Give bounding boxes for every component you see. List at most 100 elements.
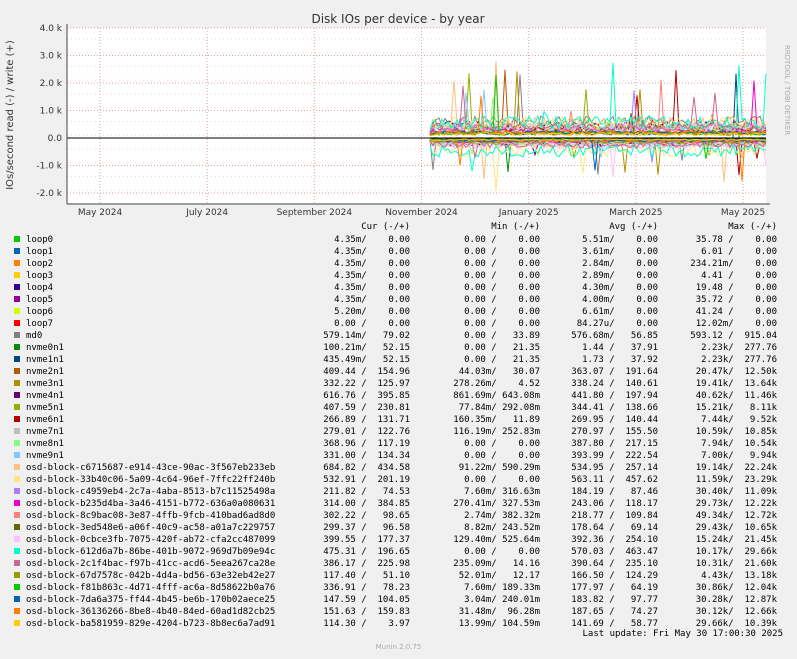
legend-value-avg: 218.77 / 109.84 bbox=[571, 511, 658, 521]
legend-series-name: loop3 bbox=[26, 271, 54, 281]
x-tick-label: May 2024 bbox=[78, 208, 123, 218]
legend-value-min: 0.00 / 0.00 bbox=[464, 307, 540, 317]
legend-swatch bbox=[14, 356, 20, 362]
legend-value-cur: 114.30 / 3.97 bbox=[323, 619, 410, 629]
legend-value-avg: 363.07 / 191.64 bbox=[571, 367, 658, 377]
legend-series-name: osd-block-8c9bac08-3e87-4ffb-9fcb-410bad… bbox=[26, 511, 276, 521]
legend-series-name: osd-block-0cbce3fb-7075-420f-ab72-cfa2cc… bbox=[26, 535, 276, 545]
legend-value-max: 15.21k/ 8.11k bbox=[695, 403, 777, 413]
legend-row-osd-block-3ed548e6-a06f-40c9-ac58-a01a7c229757: osd-block-3ed548e6-a06f-40c9-ac58-a01a7c… bbox=[14, 522, 784, 534]
legend-series-name: nvme7n1 bbox=[26, 427, 64, 437]
x-tick-label: September 2024 bbox=[277, 208, 353, 218]
legend-value-avg: 390.64 / 235.10 bbox=[571, 559, 658, 569]
legend-series-name: osd-block-c4959eb4-2c7a-4aba-8513-b7c115… bbox=[26, 487, 276, 497]
legend-series-name: nvme6n1 bbox=[26, 415, 64, 425]
legend-value-min: 7.60m/ 316.63m bbox=[464, 487, 540, 497]
legend-row-osd-block-b235d4ba-3a46-4151-b772-636a0a080631: osd-block-b235d4ba-3a46-4151-b772-636a0a… bbox=[14, 498, 784, 510]
x-tick-label: November 2024 bbox=[385, 208, 458, 218]
legend-value-avg: 563.11 / 457.62 bbox=[571, 475, 658, 485]
legend-value-cur: 331.00 / 134.34 bbox=[323, 451, 410, 461]
legend-value-max: 19.41k/ 13.64k bbox=[695, 379, 777, 389]
legend-value-min: 52.01m/ 12.17 bbox=[458, 571, 540, 581]
legend-value-max: 7.94k/ 10.54k bbox=[701, 439, 777, 449]
legend-value-min: 0.00 / 21.35 bbox=[464, 355, 540, 365]
legend-row-loop1: loop1 4.35m/ 0.00 0.00 / 0.00 3.61m/ 0.00 6.… bbox=[14, 246, 784, 258]
legend-swatch bbox=[14, 596, 20, 602]
legend-value-avg: 84.27u/ 0.00 bbox=[576, 319, 658, 329]
legend-value-max: 30.12k/ 12.66k bbox=[695, 607, 777, 617]
legend-value-min: 278.26m/ 4.52 bbox=[453, 379, 540, 389]
legend-series-name: loop6 bbox=[26, 307, 54, 317]
legend-value-cur: 0.00 / 0.00 bbox=[334, 319, 410, 329]
legend-value-max: 15.24k/ 21.45k bbox=[695, 535, 777, 545]
legend-row-nvme9n1: nvme9n1 331.00 / 134.34 0.00 / 0.00 393.99 … bbox=[14, 450, 784, 462]
legend-value-max: 30.28k/ 12.87k bbox=[695, 595, 777, 605]
legend-value-max: 35.78 / 0.00 bbox=[695, 235, 777, 245]
legend-value-min: 0.00 / 0.00 bbox=[464, 475, 540, 485]
legend-series-name: loop2 bbox=[26, 259, 54, 269]
legend-series-name: loop0 bbox=[26, 235, 54, 245]
legend-value-cur: 616.76 / 395.85 bbox=[323, 391, 410, 401]
legend-swatch bbox=[14, 380, 20, 386]
legend-value-cur: 211.82 / 74.53 bbox=[323, 487, 410, 497]
legend-series-name: loop5 bbox=[26, 295, 54, 305]
legend-value-max: 12.02m/ 0.00 bbox=[695, 319, 777, 329]
legend-value-cur: 399.55 / 177.37 bbox=[323, 535, 410, 545]
legend-value-avg: 392.36 / 254.10 bbox=[571, 535, 658, 545]
legend-value-max: 10.31k/ 21.60k bbox=[695, 559, 777, 569]
legend-value-min: 160.35m/ 11.89 bbox=[453, 415, 540, 425]
munin-version: Munin 2.0.75 bbox=[375, 643, 422, 651]
y-tick-label: 0.0 bbox=[48, 134, 63, 144]
series-line-write bbox=[429, 62, 767, 131]
legend-value-avg: 6.61m/ 0.00 bbox=[582, 307, 658, 317]
legend-value-cur: 332.22 / 125.97 bbox=[323, 379, 410, 389]
legend-value-cur: 532.91 / 201.19 bbox=[323, 475, 410, 485]
legend-value-avg: 2.84m/ 0.00 bbox=[582, 259, 658, 269]
legend-row-nvme7n1: nvme7n1 279.01 / 122.76 116.19m/ 252.83m 27… bbox=[14, 426, 784, 438]
legend-swatch bbox=[14, 476, 20, 482]
legend-row-osd-block-c6715687-e914-43ce-90ac-3f567eb233eb: osd-block-c6715687-e914-43ce-90ac-3f567e… bbox=[14, 462, 784, 474]
legend-swatch bbox=[14, 344, 20, 350]
legend-row-nvme5n1: nvme5n1 407.59 / 230.81 77.84m/ 292.08m 344… bbox=[14, 402, 784, 414]
legend-value-cur: 435.49m/ 52.15 bbox=[323, 355, 410, 365]
legend-series-name: osd-block-3ed548e6-a06f-40c9-ac58-a01a7c… bbox=[26, 523, 276, 533]
legend-swatch bbox=[14, 584, 20, 590]
legend-value-cur: 4.35m/ 0.00 bbox=[334, 247, 410, 257]
legend-value-avg: 4.00m/ 0.00 bbox=[582, 295, 658, 305]
legend-value-max: 35.72 / 0.00 bbox=[695, 295, 777, 305]
legend-row-osd-block-c4959eb4-2c7a-4aba-8513-b7c11525498a: osd-block-c4959eb4-2c7a-4aba-8513-b7c115… bbox=[14, 486, 784, 498]
x-tick-labels: May 2024 July 2024 September 2024 November … bbox=[78, 208, 765, 218]
legend-swatch bbox=[14, 416, 20, 422]
last-update: Last update: Fri May 30 17:00:30 2025 bbox=[582, 629, 783, 639]
y-tick-label: 4.0 k bbox=[40, 24, 63, 34]
legend-swatch bbox=[14, 452, 20, 458]
series-line-read bbox=[429, 143, 767, 192]
col-header-avg: Avg (-/+) bbox=[609, 222, 658, 232]
x-tick-label: May 2025 bbox=[721, 208, 765, 218]
legend-row-osd-block-612d6a7b-86be-401b-9072-969d7b09e94c: osd-block-612d6a7b-86be-401b-9072-969d7b… bbox=[14, 546, 784, 558]
legend-value-cur: 314.00 / 384.85 bbox=[323, 499, 410, 509]
legend-swatch bbox=[14, 428, 20, 434]
legend-value-max: 593.12 / 915.04 bbox=[690, 331, 777, 341]
legend-series-name: osd-block-b235d4ba-3a46-4151-b772-636a0a… bbox=[26, 499, 276, 509]
legend-swatch bbox=[14, 248, 20, 254]
legend-value-cur: 302.22 / 98.65 bbox=[323, 511, 410, 521]
legend-value-max: 6.01 / 0.00 bbox=[701, 247, 777, 257]
legend-value-cur: 475.31 / 196.65 bbox=[323, 547, 410, 557]
legend-swatch bbox=[14, 572, 20, 578]
legend-value-cur: 4.35m/ 0.00 bbox=[334, 295, 410, 305]
legend-value-max: 4.43k/ 13.18k bbox=[701, 571, 777, 581]
legend-series-name: nvme8n1 bbox=[26, 439, 64, 449]
legend-value-max: 2.23k/ 277.76 bbox=[701, 355, 777, 365]
legend-row-nvme3n1: nvme3n1 332.22 / 125.97 278.26m/ 4.52 338.2… bbox=[14, 378, 784, 390]
rrdtool-watermark: RRDTOOL / TOBI OETIKER bbox=[783, 45, 791, 135]
legend-value-min: 0.00 / 33.89 bbox=[464, 331, 540, 341]
legend-value-max: 41.24 / 0.00 bbox=[695, 307, 777, 317]
legend-swatch bbox=[14, 404, 20, 410]
y-tick-label: 1.0 k bbox=[40, 107, 63, 117]
legend-value-cur: 684.82 / 434.58 bbox=[323, 463, 410, 473]
legend-value-min: 0.00 / 0.00 bbox=[464, 295, 540, 305]
legend-value-avg: 177.97 / 64.19 bbox=[571, 583, 658, 593]
legend-value-max: 7.00k/ 9.94k bbox=[701, 451, 777, 461]
legend-value-min: 44.03m/ 30.07 bbox=[458, 367, 540, 377]
